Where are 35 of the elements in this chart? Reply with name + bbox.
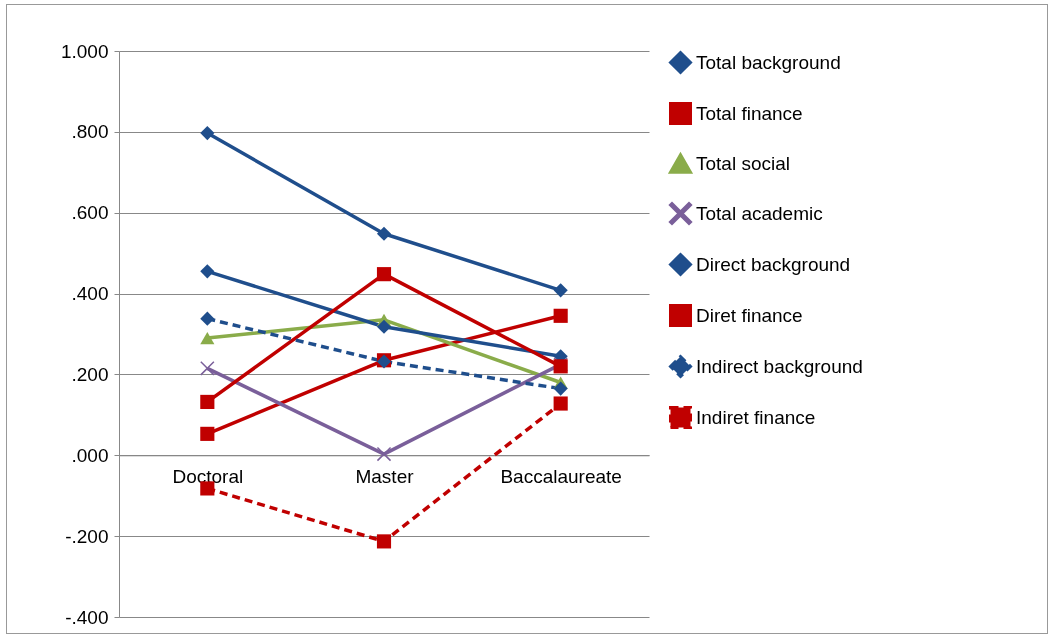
point bbox=[200, 426, 215, 441]
point bbox=[200, 394, 215, 409]
point bbox=[376, 534, 392, 549]
legend-label: Direct background bbox=[696, 253, 851, 275]
y-tick-label: .200 bbox=[71, 363, 109, 385]
legend-label: Total finance bbox=[696, 102, 803, 124]
legend-label: Total academic bbox=[696, 202, 823, 224]
y-tick-label: .000 bbox=[71, 444, 109, 466]
point bbox=[553, 283, 568, 298]
point bbox=[376, 447, 392, 462]
legend-label: Diret finance bbox=[696, 304, 803, 326]
x-tick-label: Master bbox=[355, 465, 415, 487]
y-tick-label: -.200 bbox=[65, 525, 109, 547]
x-tick-label: Doctoral bbox=[172, 465, 244, 487]
legend-label: Total social bbox=[696, 152, 790, 174]
x-tick-label: Baccalaureate bbox=[500, 465, 622, 487]
y-tick-label: .400 bbox=[71, 283, 109, 305]
point bbox=[376, 267, 392, 282]
y-tick-label: .600 bbox=[71, 202, 109, 224]
point bbox=[200, 264, 215, 279]
point bbox=[200, 311, 215, 326]
legend-label: Total background bbox=[696, 51, 841, 73]
y-tick-label: .800 bbox=[71, 121, 109, 143]
point bbox=[200, 331, 215, 345]
point bbox=[376, 319, 392, 334]
point bbox=[376, 226, 392, 241]
legend-label: Indiret finance bbox=[696, 406, 816, 428]
y-tick-label: 1.000 bbox=[60, 40, 109, 62]
y-tick-label: -.400 bbox=[65, 606, 109, 628]
point bbox=[200, 126, 215, 141]
point bbox=[200, 361, 215, 376]
legend-label: Indirect background bbox=[696, 355, 863, 377]
point bbox=[553, 381, 568, 396]
point bbox=[553, 396, 568, 411]
point bbox=[553, 308, 568, 323]
